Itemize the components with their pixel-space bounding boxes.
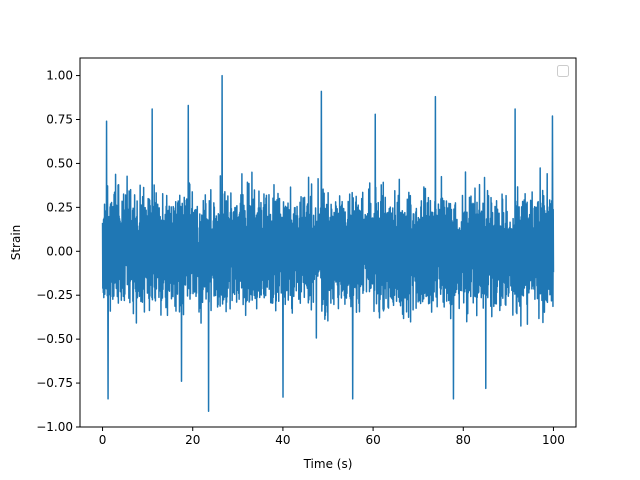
series-layer — [101, 74, 555, 412]
y-tick-label: −0.50 — [36, 332, 73, 346]
x-axis-label: Time (s) — [303, 457, 353, 471]
x-tick-label: 60 — [365, 433, 380, 447]
y-axis: −1.00 −0.75 −0.50 −0.25 0.00 0.25 0.50 0.75 1.00 — [36, 69, 80, 434]
y-tick-label: 1.00 — [46, 69, 73, 83]
legend-box — [557, 65, 569, 77]
y-tick-label: 0.25 — [46, 200, 73, 214]
y-axis-label: Strain — [9, 225, 23, 261]
x-tick-label: 40 — [275, 433, 290, 447]
y-tick-label: 0.50 — [46, 156, 73, 170]
x-axis: 0 20 40 60 80 100 — [99, 427, 565, 447]
y-tick-label: 0.00 — [46, 244, 73, 258]
x-tick-label: 80 — [456, 433, 471, 447]
axes-frame — [79, 57, 577, 428]
strain-series-line — [101, 74, 555, 412]
y-tick-label: −1.00 — [36, 420, 73, 434]
y-tick-label: 0.75 — [46, 113, 73, 127]
x-tick-label: 0 — [99, 433, 107, 447]
x-tick-label: 20 — [185, 433, 200, 447]
x-tick-label: 100 — [542, 433, 565, 447]
y-tick-label: −0.75 — [36, 376, 73, 390]
y-tick-label: −0.25 — [36, 288, 73, 302]
